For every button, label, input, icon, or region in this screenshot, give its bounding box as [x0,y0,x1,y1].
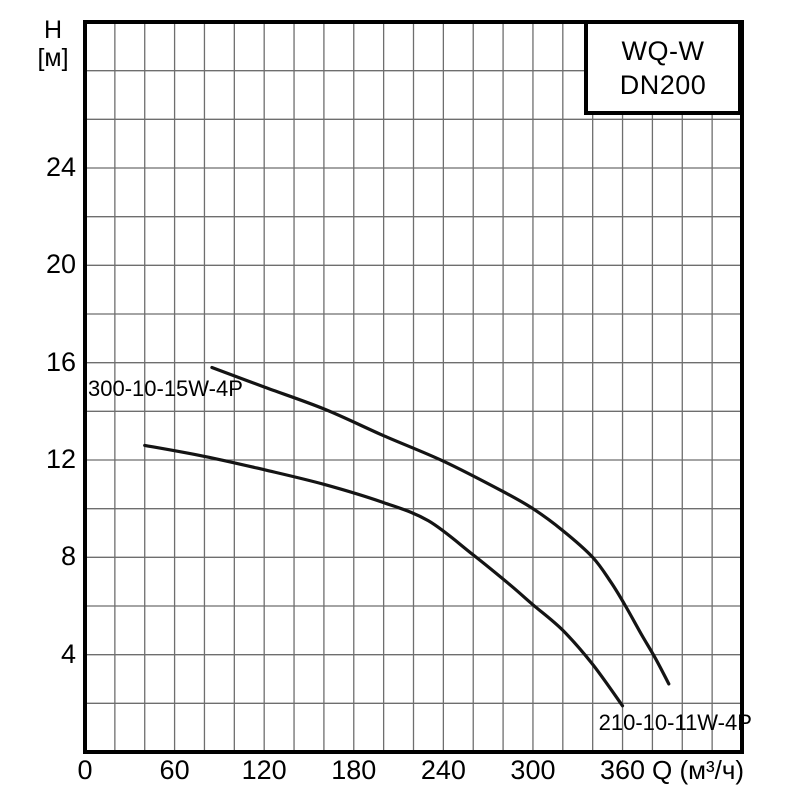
y-tick-label: 4 [60,638,76,669]
model-flange-size: DN200 [619,69,707,100]
x-axis-title: Q (м³/ч) [652,755,745,785]
y-axis-title-symbol: H [43,16,63,44]
x-tick-label: 180 [331,755,377,785]
model-series-name: WQ-W [621,35,705,66]
curve-label-210-10-11W-4P: 210-10-11W-4P [598,709,752,735]
model-title-box: WQ-W DN200 [584,20,742,115]
x-tick-label: 360 [600,755,646,785]
curve-210-10-11W-4P [143,443,625,708]
x-tick-label: 300 [510,755,556,785]
y-tick-label: 12 [45,443,76,474]
x-tick-label: 120 [241,755,287,785]
x-tick-label: 0 [77,755,93,785]
gridlines [85,22,742,752]
y-axis-title: H [м] [26,16,80,72]
x-tick-label: 240 [420,755,466,785]
y-tick-label: 8 [60,541,76,572]
y-tick-label: 16 [45,346,76,377]
curve-label-300-10-15W-4P: 300-10-15W-4P [87,376,243,402]
x-tick-label: 60 [159,755,190,785]
curve-300-10-15W-4P [210,365,671,686]
y-tick-label: 20 [45,249,76,280]
plot-border [83,20,744,754]
y-tick-label: 24 [45,151,76,182]
y-axis-title-unit: [м] [37,44,69,72]
